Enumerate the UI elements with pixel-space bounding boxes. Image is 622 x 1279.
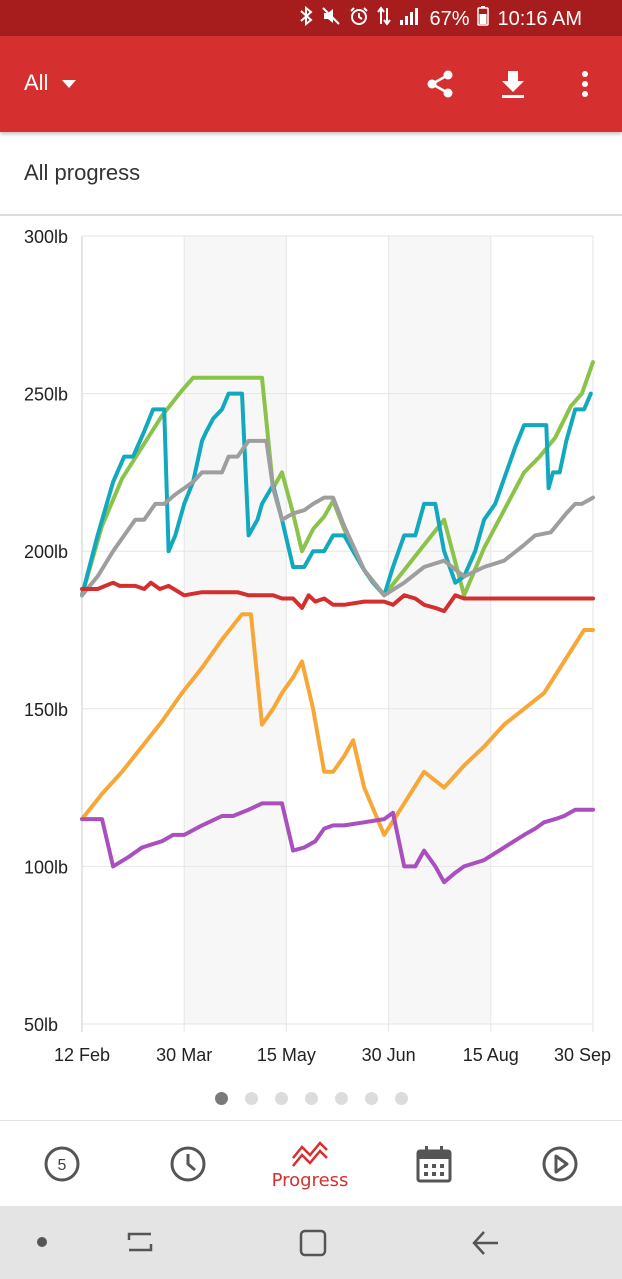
recents-icon[interactable] bbox=[125, 1228, 155, 1256]
chart-band bbox=[184, 236, 287, 1024]
y-tick-label: 200lb bbox=[24, 542, 68, 562]
history-clock-icon bbox=[170, 1146, 206, 1182]
status-bar: 67% 10:16 AM bbox=[0, 0, 622, 36]
nav-calendar[interactable] bbox=[384, 1121, 484, 1207]
bottom-navigation: 5 Progress bbox=[0, 1120, 622, 1207]
progress-chart-icon bbox=[292, 1140, 328, 1167]
y-tick-label: 100lb bbox=[24, 857, 68, 877]
status-icons: 67% 10:16 AM bbox=[299, 5, 582, 32]
x-tick-label: 30 Sep bbox=[554, 1045, 611, 1065]
pager-dot[interactable] bbox=[244, 1092, 258, 1105]
day-badge: 5 bbox=[58, 1157, 67, 1174]
section-title: All progress bbox=[24, 160, 141, 185]
chart-pager bbox=[0, 1092, 622, 1105]
calendar-icon bbox=[416, 1146, 452, 1183]
share-button[interactable] bbox=[422, 66, 458, 102]
filter-dropdown[interactable]: All bbox=[24, 70, 77, 96]
home-icon[interactable] bbox=[298, 1228, 328, 1258]
pager-dot[interactable] bbox=[214, 1092, 228, 1105]
nav-progress-label: Progress bbox=[271, 1169, 349, 1191]
nav-workout[interactable]: 5 bbox=[12, 1121, 112, 1207]
pager-dot[interactable] bbox=[364, 1092, 378, 1105]
pager-dot[interactable] bbox=[394, 1092, 408, 1105]
alarm-icon bbox=[349, 6, 369, 32]
filter-label: All bbox=[24, 70, 49, 95]
data-icon bbox=[377, 6, 392, 32]
y-tick-label: 250lb bbox=[24, 385, 68, 405]
y-tick-label: 50lb bbox=[24, 1015, 58, 1035]
download-button[interactable] bbox=[495, 66, 531, 102]
chart-band bbox=[388, 236, 491, 1024]
download-icon bbox=[502, 71, 524, 98]
clock-time: 10:16 AM bbox=[497, 7, 582, 30]
series-line-3 bbox=[80, 438, 595, 598]
mute-icon bbox=[321, 6, 341, 32]
series-line-6 bbox=[80, 801, 595, 885]
y-tick-label: 300lb bbox=[24, 227, 68, 247]
more-vert-icon bbox=[582, 71, 588, 97]
share-icon bbox=[427, 70, 453, 98]
system-navigation-bar bbox=[0, 1206, 622, 1279]
dot-icon[interactable] bbox=[34, 1234, 50, 1250]
series-line-4 bbox=[80, 580, 595, 614]
x-tick-label: 15 Aug bbox=[463, 1045, 519, 1065]
series-line-5 bbox=[80, 612, 595, 837]
pager-dot[interactable] bbox=[274, 1092, 288, 1105]
series-line-2 bbox=[80, 391, 593, 598]
play-icon bbox=[542, 1146, 578, 1182]
battery-icon bbox=[477, 6, 490, 32]
x-tick-label: 15 May bbox=[257, 1045, 316, 1065]
x-tick-label: 30 Mar bbox=[156, 1045, 212, 1065]
back-icon[interactable] bbox=[470, 1228, 502, 1258]
nav-progress[interactable]: Progress bbox=[260, 1121, 360, 1207]
y-tick-label: 150lb bbox=[24, 700, 68, 720]
pager-dot[interactable] bbox=[334, 1092, 348, 1105]
pager-dot[interactable] bbox=[304, 1092, 318, 1105]
bluetooth-icon bbox=[299, 5, 313, 32]
nav-history[interactable] bbox=[138, 1121, 238, 1207]
progress-chart[interactable]: 300lb 250lb 200lb 150lb 100lb 50lb 12 Feb 30 M… bbox=[0, 216, 622, 1076]
series-line-1 bbox=[80, 360, 595, 598]
workout-circle-icon: 5 bbox=[44, 1146, 80, 1182]
nav-play[interactable] bbox=[510, 1121, 610, 1207]
signal-icon bbox=[399, 6, 421, 32]
more-options-button[interactable] bbox=[567, 66, 603, 102]
app-bar: All bbox=[0, 36, 622, 132]
divider bbox=[0, 214, 622, 216]
battery-text: 67% bbox=[429, 7, 470, 30]
x-tick-label: 12 Feb bbox=[54, 1045, 110, 1065]
dropdown-arrow-icon bbox=[62, 80, 77, 88]
x-tick-label: 30 Jun bbox=[362, 1045, 416, 1065]
